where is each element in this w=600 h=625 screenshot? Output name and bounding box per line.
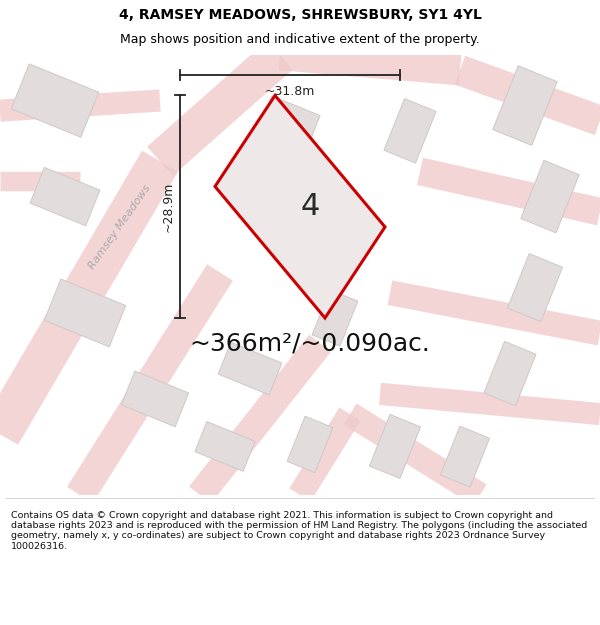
Polygon shape bbox=[260, 96, 320, 146]
Polygon shape bbox=[493, 66, 557, 146]
Polygon shape bbox=[215, 96, 385, 318]
Text: 4, RAMSEY MEADOWS, SHREWSBURY, SY1 4YL: 4, RAMSEY MEADOWS, SHREWSBURY, SY1 4YL bbox=[119, 8, 481, 22]
Polygon shape bbox=[508, 254, 563, 322]
Polygon shape bbox=[484, 341, 536, 406]
Polygon shape bbox=[44, 279, 125, 347]
Text: 4: 4 bbox=[301, 192, 320, 221]
Polygon shape bbox=[440, 426, 490, 487]
Polygon shape bbox=[121, 371, 188, 427]
Text: Map shows position and indicative extent of the property.: Map shows position and indicative extent… bbox=[120, 33, 480, 46]
Text: Ramsey Meadows: Ramsey Meadows bbox=[87, 183, 153, 271]
Polygon shape bbox=[11, 64, 99, 138]
Text: Contains OS data © Crown copyright and database right 2021. This information is : Contains OS data © Crown copyright and d… bbox=[11, 511, 587, 551]
Polygon shape bbox=[30, 168, 100, 226]
Polygon shape bbox=[287, 416, 333, 472]
Polygon shape bbox=[521, 161, 579, 233]
Polygon shape bbox=[384, 99, 436, 163]
Polygon shape bbox=[370, 414, 421, 479]
Text: ~366m²/~0.090ac.: ~366m²/~0.090ac. bbox=[190, 331, 430, 355]
Text: ~28.9m: ~28.9m bbox=[161, 181, 175, 232]
Polygon shape bbox=[312, 290, 358, 346]
Polygon shape bbox=[218, 342, 282, 395]
Polygon shape bbox=[195, 422, 255, 471]
Text: ~31.8m: ~31.8m bbox=[265, 85, 315, 98]
